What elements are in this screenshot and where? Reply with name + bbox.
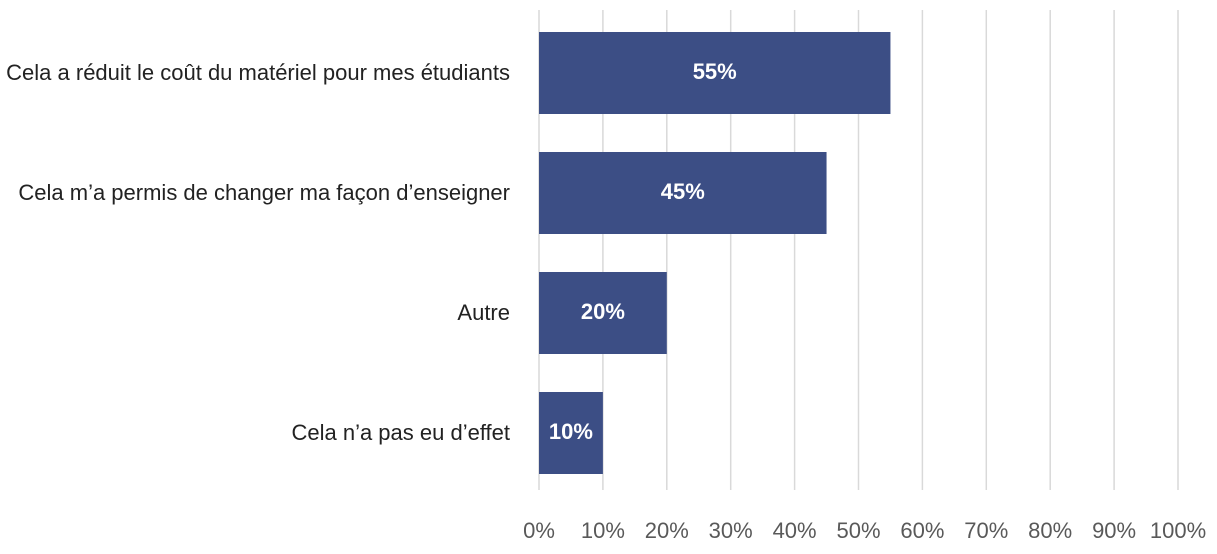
x-tick-label: 20% — [645, 518, 689, 543]
x-tick-label: 90% — [1092, 518, 1136, 543]
y-tick-label: Cela m’a permis de changer ma façon d’en… — [18, 180, 510, 205]
data-label: 10% — [549, 419, 593, 444]
x-tick-label: 70% — [964, 518, 1008, 543]
x-tick-label: 40% — [773, 518, 817, 543]
x-tick-label: 0% — [523, 518, 555, 543]
y-tick-label: Cela n’a pas eu d’effet — [291, 420, 510, 445]
bar — [539, 392, 603, 474]
x-tick-label: 60% — [900, 518, 944, 543]
bar — [539, 32, 891, 114]
x-tick-label: 30% — [709, 518, 753, 543]
x-tick-label: 10% — [581, 518, 625, 543]
y-tick-label: Autre — [457, 300, 510, 325]
x-tick-label: 50% — [836, 518, 880, 543]
bar — [539, 152, 827, 234]
data-label: 55% — [693, 59, 737, 84]
data-label: 45% — [661, 179, 705, 204]
x-tick-label: 100% — [1150, 518, 1206, 543]
y-tick-label: Cela a réduit le coût du matériel pour m… — [6, 60, 510, 85]
bar — [539, 272, 667, 354]
data-label: 20% — [581, 299, 625, 324]
x-tick-label: 80% — [1028, 518, 1072, 543]
